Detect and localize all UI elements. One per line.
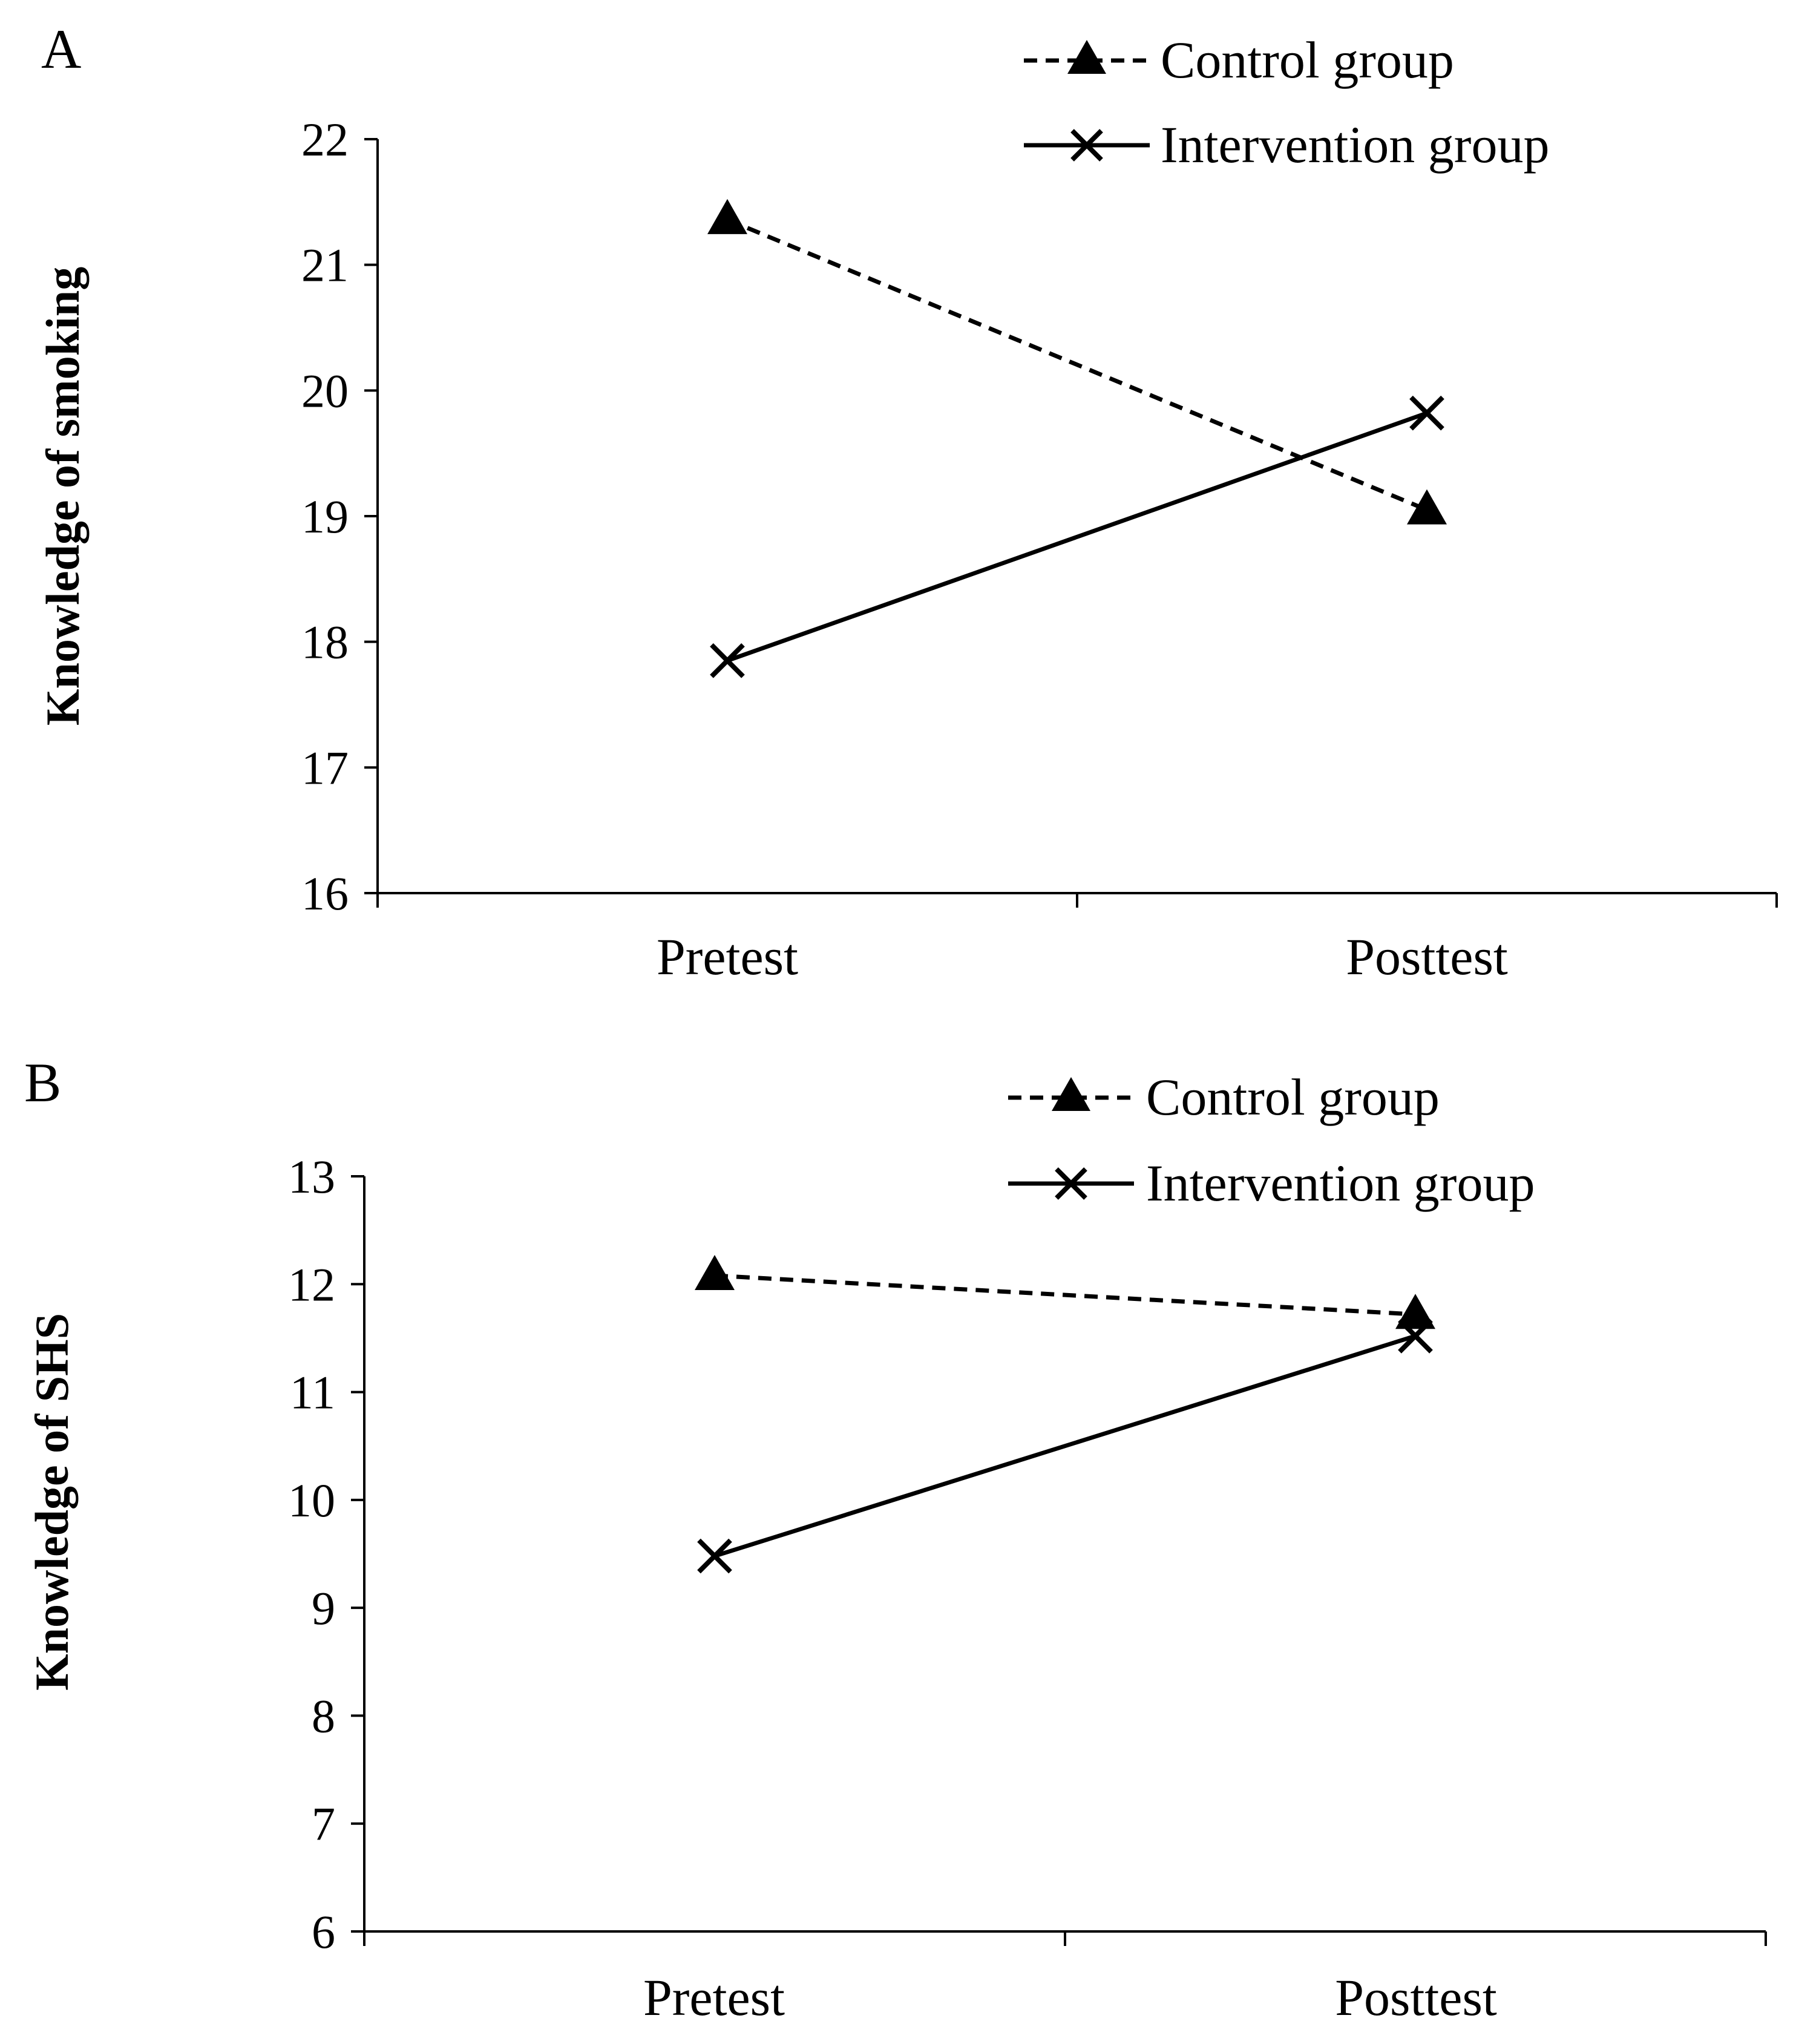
panel-b-intervention-group-point-posttest-x-icon xyxy=(1398,1318,1433,1354)
panel-a-intervention-group-point-posttest-x-icon xyxy=(1409,395,1444,431)
panel-b-x-label-pretest: Pretest xyxy=(643,1968,785,2026)
panel-b-control-group-point-pretest-triangle-icon xyxy=(695,1255,735,1291)
panel-b-x-label-posttest: Posttest xyxy=(1335,1968,1497,2026)
legend-intervention-label: Intervention group xyxy=(1161,116,1549,174)
panel-a-y-axis-title: Knowledge of smoking xyxy=(36,267,89,726)
panel-b-y-tick-label: 12 xyxy=(288,1258,335,1311)
panel-b-legend: Control group Intervention group xyxy=(1008,1068,1535,1212)
panel-a-y-tick-label: 18 xyxy=(301,616,349,669)
panel-a-control-group-point-pretest-triangle-icon xyxy=(707,198,747,234)
panel-a-label: A xyxy=(41,18,81,80)
legend-control-triangle-icon xyxy=(1052,1077,1090,1111)
panel-a-x-label-posttest: Posttest xyxy=(1346,928,1508,986)
panel-a-series xyxy=(707,198,1447,678)
panel-a-y-tick-label: 21 xyxy=(301,239,349,292)
panel-b-y-axis-title: Knowledge of SHS xyxy=(25,1313,78,1691)
panel-b-y-tick-label: 8 xyxy=(312,1689,335,1742)
panel-a: A Knowledge of smoking 16 17 18 19 20 21 22 Pr… xyxy=(36,18,1778,986)
panel-b-intervention-group-point-pretest-x-icon xyxy=(697,1538,732,1574)
panel-b-y-tick-label: 13 xyxy=(288,1150,335,1203)
panel-a-control-group-line xyxy=(726,217,1428,512)
panel-a-y-tick-label: 17 xyxy=(301,741,349,794)
legend-intervention-x-icon xyxy=(1055,1167,1087,1200)
legend-control-triangle-icon xyxy=(1067,40,1106,74)
panel-a-y-tick-label: 16 xyxy=(301,867,349,920)
panel-a-x-label-pretest: Pretest xyxy=(657,928,798,986)
panel-b-y-ticks: 6 7 8 9 10 11 12 13 xyxy=(288,1150,364,1958)
panel-b-control-group-point-posttest-triangle-icon xyxy=(1395,1294,1435,1329)
panel-b-series xyxy=(695,1255,1435,1574)
panel-a-intervention-group-line xyxy=(726,411,1428,663)
panel-a-y-ticks: 16 17 18 19 20 21 22 xyxy=(301,113,378,920)
panel-a-legend: Control group Intervention group xyxy=(1024,31,1549,174)
panel-b-y-tick-label: 6 xyxy=(312,1905,335,1958)
panel-b-y-tick-label: 9 xyxy=(312,1582,335,1634)
legend-control-label: Control group xyxy=(1161,31,1454,89)
panel-a-y-tick-label: 19 xyxy=(301,490,349,543)
panel-b-y-tick-label: 10 xyxy=(288,1474,335,1527)
panel-b-y-tick-label: 7 xyxy=(312,1798,335,1850)
panel-a-control-group-point-posttest-triangle-icon xyxy=(1407,489,1447,525)
panel-a-intervention-group-point-pretest-x-icon xyxy=(710,643,745,678)
legend-intervention-x-icon xyxy=(1070,129,1103,162)
panel-b-intervention-group-line xyxy=(713,1334,1417,1558)
panel-a-y-tick-label: 20 xyxy=(301,364,349,417)
panel-b-control-group-line xyxy=(714,1273,1416,1317)
panel-b-y-tick-label: 11 xyxy=(290,1366,335,1419)
panel-b-label: B xyxy=(24,1052,61,1113)
legend-control-label: Control group xyxy=(1146,1068,1440,1126)
legend-intervention-label: Intervention group xyxy=(1146,1154,1535,1212)
panel-a-y-tick-label: 22 xyxy=(301,113,349,166)
